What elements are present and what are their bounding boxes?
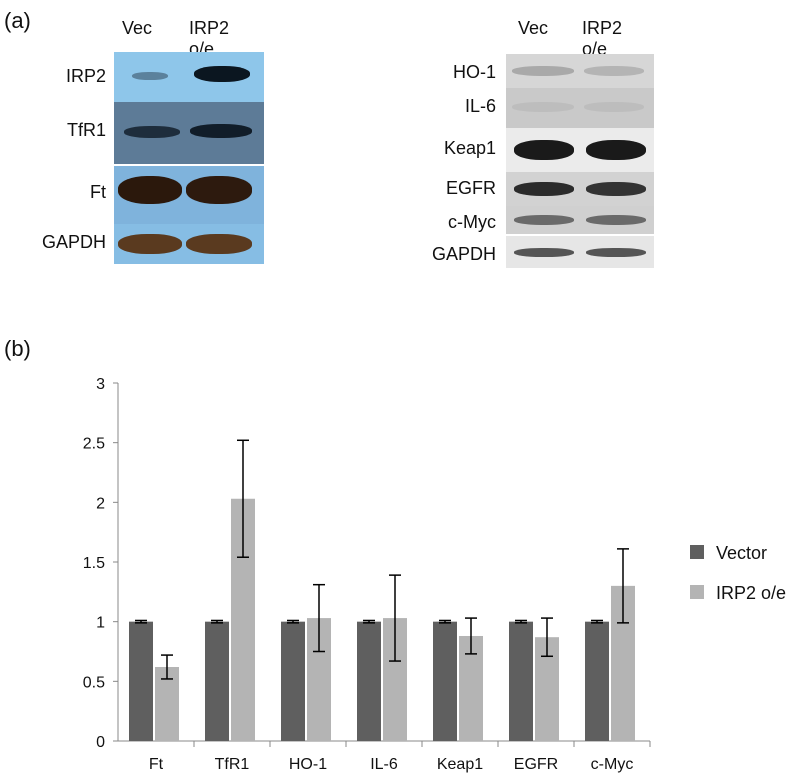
band-label-irp2: IRP2 xyxy=(65,66,106,86)
band-egfr-vec xyxy=(514,182,574,196)
x-tick-label: Keap1 xyxy=(437,756,483,773)
band-gapdh-oe xyxy=(186,234,252,254)
band-gapdh-right-oe xyxy=(586,248,646,257)
y-tick-label: 0 xyxy=(96,734,105,751)
band-il6-oe xyxy=(584,102,644,112)
legend-label-irp2: IRP2 o/e xyxy=(716,583,786,603)
band-label-ft: Ft xyxy=(90,182,106,202)
blot-strip-keap1 xyxy=(506,128,654,172)
x-tick-label: IL-6 xyxy=(370,756,398,773)
band-gapdh-right-vec xyxy=(514,248,574,257)
blot-strip-ft xyxy=(114,166,264,224)
band-irp2-oe xyxy=(194,66,250,82)
band-label-ho1: HO-1 xyxy=(452,62,496,82)
x-tick-label: TfR1 xyxy=(215,756,250,773)
y-tick-label: 3 xyxy=(96,376,105,393)
blot-strip-tfr1 xyxy=(114,102,264,164)
band-keap1-vec xyxy=(514,140,574,160)
blot-strip-il6 xyxy=(506,88,654,128)
y-tick-label: 2.5 xyxy=(83,436,105,453)
band-il6-vec xyxy=(512,102,574,112)
band-cmyc-oe xyxy=(586,215,646,225)
blot-strip-cmyc xyxy=(506,206,654,234)
y-tick-label: 0.5 xyxy=(83,674,105,691)
blot-strip-irp2 xyxy=(114,52,264,102)
band-gapdh-vec xyxy=(118,234,182,254)
bar-vector xyxy=(509,621,533,741)
band-label-cmyc: c-Myc xyxy=(448,212,496,232)
panel-b-label: (b) xyxy=(4,336,31,361)
band-tfr1-oe xyxy=(190,124,252,138)
blot-strip-ho1 xyxy=(506,54,654,88)
y-tick-label: 1.5 xyxy=(83,555,105,572)
band-label-gapdh: GAPDH xyxy=(41,232,106,252)
panel-a-label: (a) xyxy=(4,8,31,33)
band-label-il6: IL-6 xyxy=(464,96,496,116)
bar-vector xyxy=(433,621,457,741)
band-tfr1-vec xyxy=(124,126,180,138)
bar-vector xyxy=(281,621,305,741)
bar-vector xyxy=(205,621,229,741)
band-ft-vec xyxy=(118,176,182,204)
legend-swatch-vector xyxy=(690,545,704,559)
band-irp2-vec xyxy=(132,72,168,80)
y-tick-label: 2 xyxy=(96,495,105,512)
band-label-egfr: EGFR xyxy=(445,178,496,198)
x-tick-label: HO-1 xyxy=(289,756,327,773)
band-label-gapdh-right: GAPDH xyxy=(431,244,496,264)
legend-label-vector: Vector xyxy=(716,543,767,563)
band-ho1-vec xyxy=(512,66,574,76)
y-tick-label: 1 xyxy=(96,615,105,632)
band-ft-oe xyxy=(186,176,252,204)
band-label-tfr1: TfR1 xyxy=(66,120,106,140)
x-tick-label: EGFR xyxy=(514,756,558,773)
lane-header-vec-right: Vec xyxy=(518,18,549,38)
band-cmyc-vec xyxy=(514,215,574,225)
bar-vector xyxy=(585,621,609,741)
blot-strip-egfr xyxy=(506,172,654,206)
x-tick-label: c-Myc xyxy=(591,756,634,773)
band-keap1-oe xyxy=(586,140,646,160)
band-ho1-oe xyxy=(584,66,644,76)
band-egfr-oe xyxy=(586,182,646,196)
bar-vector xyxy=(357,621,381,741)
blot-strip-gapdh xyxy=(114,224,264,264)
blot-strip-gapdh-right xyxy=(506,236,654,268)
x-tick-label: Ft xyxy=(149,756,164,773)
band-label-keap1: Keap1 xyxy=(443,138,496,158)
lane-header-vec: Vec xyxy=(122,18,153,38)
bar-vector xyxy=(129,621,153,741)
legend-swatch-irp2 xyxy=(690,585,704,599)
